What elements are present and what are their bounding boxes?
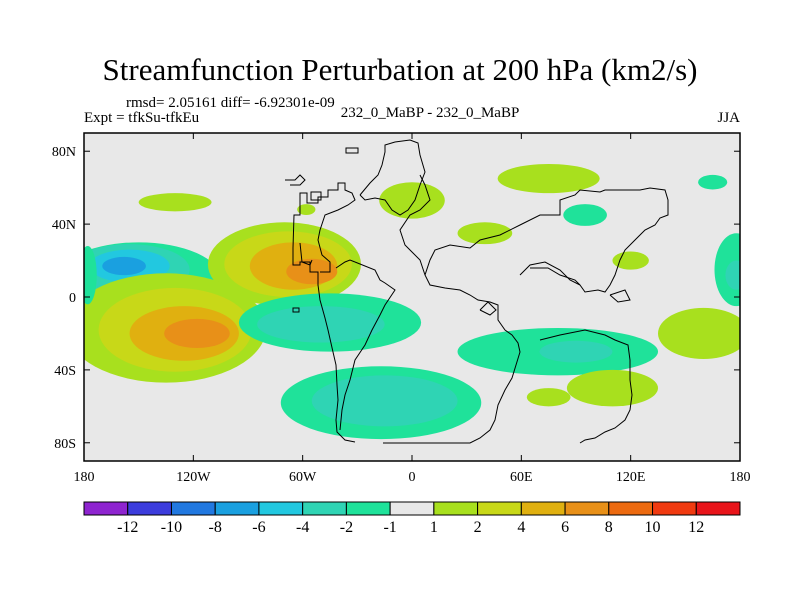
- contour-region: [138, 193, 212, 212]
- contour-region: [563, 204, 607, 226]
- colorbar-box: [564, 501, 610, 516]
- case-label: 232_0_MaBP - 232_0_MaBP: [340, 105, 520, 121]
- colorbar-label: 2: [474, 519, 482, 536]
- colorbar-label: -4: [296, 519, 309, 536]
- colorbar-label: 12: [688, 519, 704, 536]
- colorbar-box: [127, 501, 172, 516]
- x-axis: 180 120W 60W 0 60E 120E 180: [74, 133, 751, 485]
- contour-region: [257, 306, 385, 343]
- y-tick-label: 0: [69, 291, 76, 306]
- y-tick-label: 40S: [54, 364, 76, 379]
- contour-region: [526, 388, 571, 407]
- stats-label: rmsd= 2.05161 diff= -6.92301e-09: [126, 95, 335, 111]
- contour-region: [102, 256, 146, 276]
- colorbar-box: [433, 501, 479, 516]
- colorbar-label: -12: [117, 519, 138, 536]
- colorbar-box: [652, 501, 697, 516]
- x-tick-label: 120W: [176, 470, 211, 485]
- colorbar-label: 4: [517, 519, 525, 536]
- x-tick-label: 180: [74, 470, 95, 485]
- contour-region: [311, 375, 458, 427]
- colorbar-box: [83, 501, 129, 516]
- x-tick-label: 0: [409, 470, 416, 485]
- chart-title: Streamfunction Perturbation at 200 hPa (…: [102, 52, 698, 87]
- colorbar-box: [695, 501, 741, 516]
- y-tick-label: 80N: [52, 145, 76, 160]
- colorbar-box: [389, 501, 435, 516]
- x-tick-label: 60E: [510, 470, 533, 485]
- x-tick-label: 60W: [289, 470, 317, 485]
- colorbar-box: [170, 501, 216, 516]
- colorbar-box: [345, 501, 391, 516]
- colorbar-label: -8: [209, 519, 222, 536]
- contour-regions: [84, 163, 740, 440]
- colorbar-box: [258, 501, 304, 516]
- contour-region: [379, 182, 445, 219]
- colorbar-boxes: [83, 501, 741, 516]
- contour-region: [658, 307, 740, 359]
- colorbar-box: [477, 501, 522, 516]
- colorbar-label: 8: [605, 519, 613, 536]
- colorbar-labels: -12 -10 -8 -6 -4 -2 -1 1 2 4 6 8 10 12: [117, 519, 704, 536]
- colorbar-label: 10: [645, 519, 661, 536]
- contour-region: [698, 174, 728, 190]
- contour-region: [725, 260, 740, 290]
- contour-region: [297, 204, 316, 216]
- y-axis: 80N 40N 0 40S 80S: [52, 145, 740, 452]
- x-tick-label: 180: [730, 470, 751, 485]
- contour-region: [164, 318, 230, 349]
- experiment-label: Expt = tfkSu-tfkEu: [84, 110, 200, 126]
- season-label: JJA: [717, 110, 740, 126]
- contour-region: [457, 222, 513, 245]
- colorbar-label: -2: [340, 519, 353, 536]
- coastline: [285, 139, 669, 444]
- y-tick-label: 40N: [52, 218, 76, 233]
- colorbar-box: [608, 501, 654, 516]
- colorbar-label: -1: [383, 519, 396, 536]
- colorbar-box: [302, 501, 347, 516]
- colorbar-label: -6: [252, 519, 265, 536]
- colorbar-label: 1: [430, 519, 438, 536]
- contour-region: [566, 369, 658, 407]
- colorbar-label: -10: [161, 519, 182, 536]
- colorbar-label: 6: [561, 519, 569, 536]
- colorbar-box: [520, 501, 566, 516]
- contour-region: [497, 163, 600, 194]
- colorbar-box: [214, 501, 260, 516]
- x-tick-label: 120E: [616, 470, 646, 485]
- y-tick-label: 80S: [54, 437, 76, 452]
- contour-region: [84, 245, 97, 305]
- contour-region: [539, 340, 613, 363]
